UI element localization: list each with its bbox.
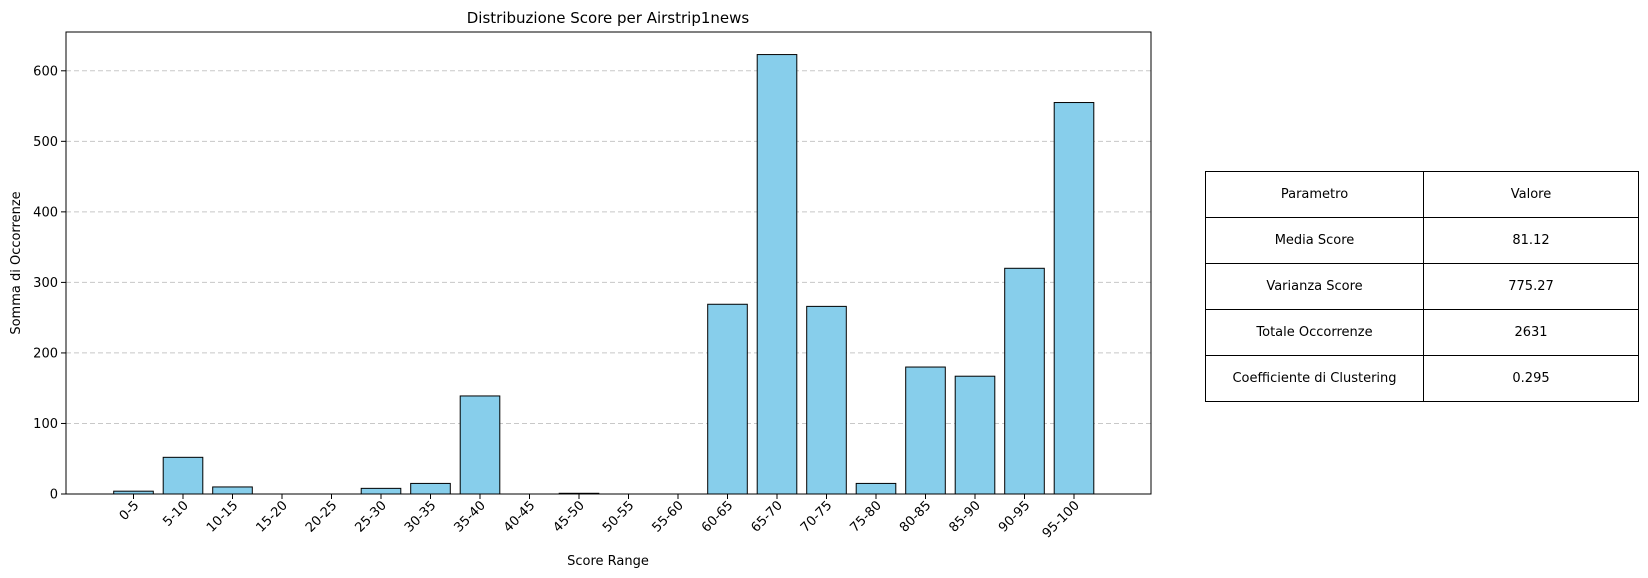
x-tick-label: 80-85 <box>897 498 934 535</box>
x-tick-label: 25-30 <box>353 498 390 535</box>
x-tick-label: 65-70 <box>749 498 786 535</box>
y-tick-label: 300 <box>33 276 58 291</box>
x-tick-label: 5-10 <box>160 498 191 529</box>
x-tick-label: 35-40 <box>452 498 489 535</box>
table-cell-param: Totale Occorrenze <box>1205 309 1424 356</box>
table-cell-value: 81.12 <box>1423 217 1639 264</box>
chart-title: Distribuzione Score per Airstrip1news <box>467 9 750 27</box>
x-tick-label: 30-35 <box>402 498 439 535</box>
x-axis-label: Score Range <box>567 554 649 569</box>
x-tick-label: 90-95 <box>996 498 1033 535</box>
bar-65-70 <box>756 54 798 495</box>
x-tick-label: 10-15 <box>204 498 241 535</box>
bar-35-40 <box>459 395 501 495</box>
x-tick-label: 15-20 <box>254 498 291 535</box>
table-cell-param: Media Score <box>1205 217 1424 264</box>
bar-25-30 <box>360 487 402 495</box>
y-tick-label: 100 <box>33 417 58 432</box>
plot-frame <box>65 31 1152 495</box>
bar-30-35 <box>410 482 451 495</box>
table-cell-value: 775.27 <box>1423 263 1639 310</box>
grid-lines <box>66 70 1151 424</box>
stats-table: Parametro Valore Media Score 81.12 Varia… <box>1205 171 1639 402</box>
x-tick-label: 95-100 <box>1040 498 1083 541</box>
table-row: Coefficiente di Clustering 0.295 <box>1205 355 1639 402</box>
x-tick-label: 45-50 <box>551 498 588 535</box>
x-tick-label: 60-65 <box>699 498 736 535</box>
y-tick-label: 0 <box>50 488 58 503</box>
bar-80-85 <box>905 366 946 495</box>
x-tick-label: 75-80 <box>848 498 885 535</box>
x-tick-label: 0-5 <box>117 498 143 524</box>
table-row: Media Score 81.12 <box>1205 217 1639 264</box>
bar-90-95 <box>1004 267 1045 495</box>
bar-60-65 <box>707 303 748 495</box>
y-tick-label: 500 <box>33 135 58 150</box>
y-tick-label: 600 <box>33 64 58 79</box>
x-axis: 0-5 5-10 10-15 15-20 20-25 25-30 30-35 35-40 40-… <box>117 494 1083 541</box>
table-cell-value: 0.295 <box>1423 355 1639 402</box>
table-header-parametro: Parametro <box>1205 171 1424 218</box>
bar-75-80 <box>855 482 897 495</box>
y-axis: 0 100 200 300 400 500 600 <box>33 64 66 503</box>
table-cell-param: Varianza Score <box>1205 263 1424 310</box>
bars <box>113 54 1095 495</box>
bar-85-90 <box>954 375 996 495</box>
x-tick-label: 40-45 <box>501 498 538 535</box>
table-header-valore: Valore <box>1423 171 1639 218</box>
y-axis-label: Somma di Occorrenze <box>9 191 24 334</box>
x-tick-label: 20-25 <box>303 498 340 535</box>
x-tick-label: 70-75 <box>798 498 835 535</box>
bar-95-100 <box>1053 102 1095 495</box>
table-cell-param: Coefficiente di Clustering <box>1205 355 1424 402</box>
table-row: Totale Occorrenze 2631 <box>1205 309 1639 356</box>
bar-5-10 <box>162 456 204 495</box>
table-row: Varianza Score 775.27 <box>1205 263 1639 310</box>
x-tick-label: 50-55 <box>600 498 637 535</box>
table-cell-value: 2631 <box>1423 309 1639 356</box>
y-tick-label: 400 <box>33 205 58 220</box>
bar-70-75 <box>806 305 847 495</box>
x-tick-label: 85-90 <box>947 498 984 535</box>
table-header-row: Parametro Valore <box>1205 171 1639 218</box>
x-tick-label: 55-60 <box>650 498 687 535</box>
y-tick-label: 200 <box>33 346 58 361</box>
bar-10-15 <box>212 486 253 495</box>
